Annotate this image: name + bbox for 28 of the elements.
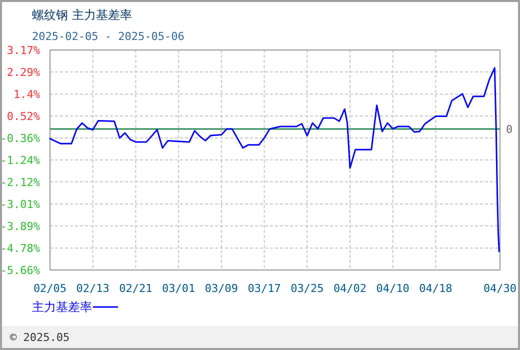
y-tick-label: -2.12% <box>0 176 40 189</box>
y-tick-label: -1.24% <box>0 154 40 167</box>
text: © 2025.05 <box>10 331 70 344</box>
legend-label: 主力基差率 <box>32 300 92 314</box>
y-tick-label: 3.17% <box>6 44 40 57</box>
y-tick-label: -5.66% <box>0 264 40 277</box>
ref-line-label: 0 <box>506 122 513 136</box>
chart-subtitle: 2025-02-05 - 2025-05-06 <box>32 30 184 43</box>
x-tick-label: 03/09 <box>204 282 238 295</box>
y-tick-label: 2.29% <box>6 66 40 79</box>
chart-title: 螺纹钢 主力基差率 <box>32 8 132 22</box>
x-tick-label: 03/25 <box>290 282 324 295</box>
y-tick-label: -4.78% <box>0 242 40 256</box>
y-tick-label: -0.36% <box>0 132 40 145</box>
y-tick-label: -3.01% <box>0 198 40 211</box>
x-tick-label: 02/05 <box>33 282 67 295</box>
x-tick-label: 04/30 <box>483 282 517 295</box>
x-tick-label: 04/02 <box>333 282 367 295</box>
y-tick-label: -3.89% <box>0 220 40 233</box>
x-tick-label: 04/18 <box>419 282 452 295</box>
x-tick-label: 02/13 <box>76 282 110 295</box>
y-tick-label: 1.4% <box>14 88 40 102</box>
x-tick-label: 03/01 <box>162 282 196 295</box>
x-tick-label: 03/17 <box>248 282 281 295</box>
line-series <box>49 67 500 252</box>
x-tick-label: 04/10 <box>376 282 410 295</box>
y-tick-label: 0.52% <box>6 110 40 124</box>
x-tick-label: 02/21 <box>119 282 152 295</box>
